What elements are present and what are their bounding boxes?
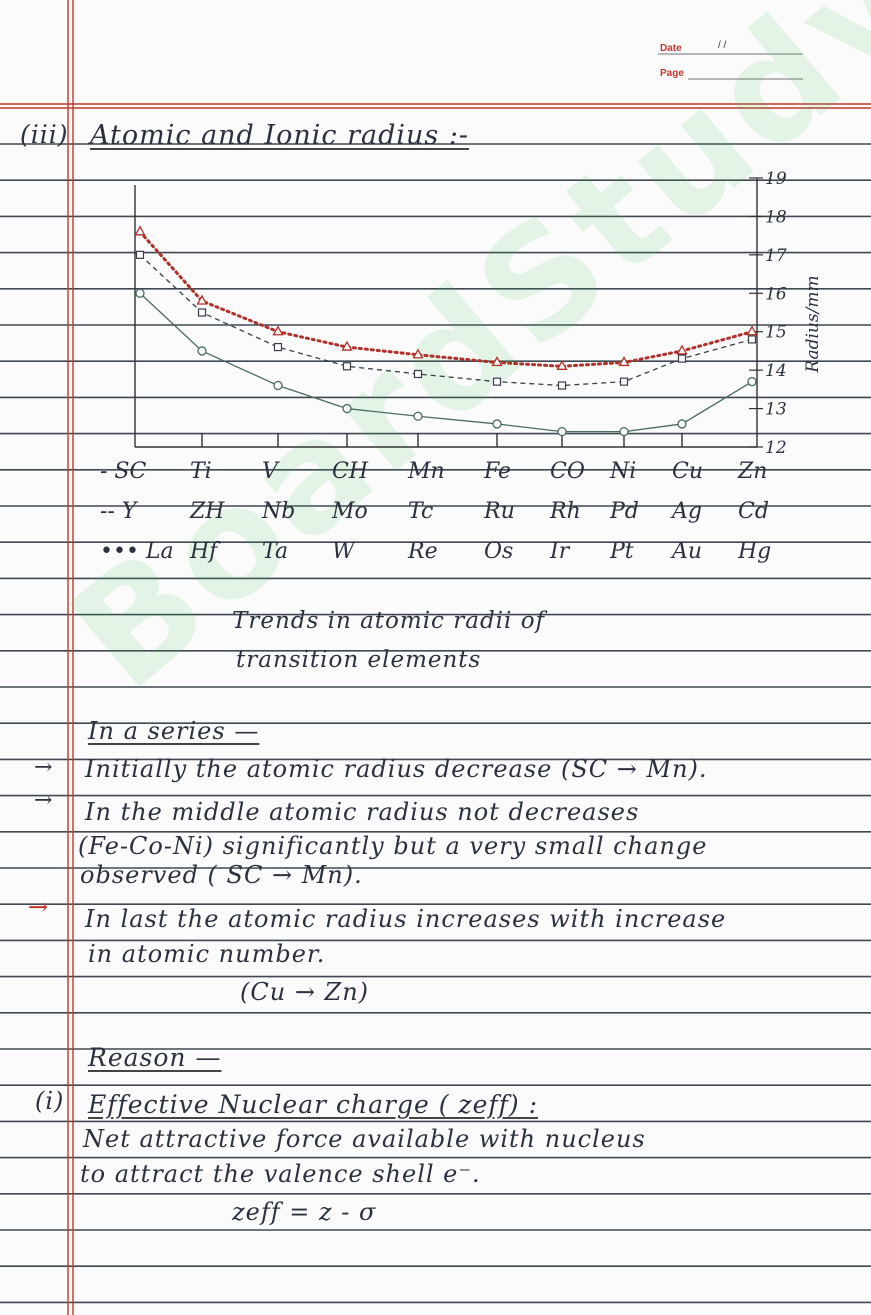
data-point (135, 288, 145, 298)
arrow-icon: → (34, 788, 54, 813)
data-point (413, 369, 423, 379)
x-tick-label: Cd (738, 499, 769, 524)
arrow-icon: → (28, 893, 50, 921)
reason-title: Reason — (88, 1043, 222, 1072)
point-3-line-3: (Cu → Zn) (240, 978, 370, 1006)
x-tick-label: Ru (483, 499, 515, 524)
x-tick-label: Pd (609, 499, 639, 524)
data-point (413, 411, 423, 421)
heading-number: (iii) (20, 120, 69, 149)
data-point (134, 225, 146, 236)
data-point (677, 354, 687, 363)
y-tick-label: 18 (765, 207, 787, 227)
chart-caption-line-1: Trends in atomic radii of (232, 608, 546, 634)
data-point (747, 377, 757, 387)
x-tick-label: ••• La (100, 539, 174, 564)
data-point (619, 426, 629, 437)
data-point (677, 419, 687, 429)
data-point (556, 359, 568, 370)
chart-caption-line-2: transition elements (236, 647, 482, 673)
x-tick-label: W (332, 539, 357, 564)
x-tick-label: Ni (609, 459, 636, 484)
x-tick-label: ZH (189, 499, 225, 524)
point-2-line-1: In the middle atomic radius not decrease… (85, 798, 640, 826)
x-tick-label: Ag (670, 499, 702, 524)
date-slashes: / / (718, 40, 727, 51)
page-label: Page (660, 68, 684, 79)
y-tick-label: 19 (765, 169, 787, 189)
x-tick-label: Ir (549, 539, 571, 564)
x-tick-label: Nb (261, 499, 295, 524)
x-tick-label: Ti (190, 459, 212, 484)
series-line (138, 230, 754, 368)
x-tick-label: Hf (189, 539, 221, 564)
reason-item-title: Effective Nuclear charge ( zeff) : (88, 1090, 539, 1119)
data-point (196, 294, 208, 305)
reason-item-number: (i) (35, 1087, 65, 1115)
x-tick-label: Au (670, 539, 702, 564)
point-1-line-1: Initially the atomic radius decrease (SC… (85, 755, 708, 783)
data-point (273, 342, 283, 352)
x-tick-label: Hg (737, 539, 771, 564)
data-point (342, 403, 352, 414)
x-tick-label: Fe (483, 459, 511, 484)
x-tick-label: Os (484, 539, 513, 564)
point-3-line-1: In last the atomic radius increases with… (85, 905, 727, 933)
y-tick-label: 16 (765, 284, 787, 304)
data-point (197, 346, 207, 356)
x-tick-label: CH (332, 459, 369, 484)
atomic-radius-chart: 12 13 14 15 16 17 18 19 Radius/mm - SC Ti V CH Mn Fe CO… (100, 169, 823, 564)
data-point (676, 344, 688, 355)
definition-line-1: Net attractive force available with nucl… (83, 1125, 646, 1153)
data-point (135, 250, 145, 259)
x-tick-label: - SC (100, 459, 146, 484)
data-point (557, 381, 567, 390)
x-tick-label: V (262, 459, 280, 484)
x-tick-label: Pt (609, 539, 634, 564)
definition-line-2: to attract the valence shell e⁻. (80, 1160, 481, 1188)
x-tick-label: Tc (408, 499, 433, 524)
data-point (492, 419, 502, 429)
x-tick-label: Cu (672, 459, 703, 484)
series-title: In a series — (88, 717, 260, 745)
y-tick-label: 12 (765, 438, 787, 458)
series-line (139, 292, 753, 433)
data-point (557, 426, 567, 437)
page-title: Atomic and Ionic radius :- (90, 120, 470, 151)
date-label: Date (660, 43, 682, 54)
data-point (492, 377, 502, 386)
x-tick-label: Zn (737, 459, 767, 484)
data-point (618, 356, 630, 367)
series-line (139, 254, 753, 387)
y-tick-label: 15 (765, 323, 787, 343)
formula: zeff = z - σ (232, 1198, 377, 1226)
data-point (197, 308, 207, 317)
y-tick-label: 14 (765, 361, 787, 381)
y-tick-label: 17 (765, 246, 787, 266)
x-tick-label: Ta (262, 539, 288, 564)
data-point (619, 377, 629, 386)
x-tick-label: Re (407, 539, 438, 564)
x-tick-label: Mn (407, 459, 445, 484)
data-point (746, 325, 758, 336)
x-tick-label: Mo (331, 499, 368, 524)
data-point (272, 325, 284, 336)
data-point (412, 348, 424, 359)
arrow-icon: → (34, 755, 54, 780)
data-point (342, 362, 352, 371)
x-tick-label: -- Y (100, 499, 139, 524)
point-2-line-3: observed ( SC → Mn). (80, 861, 363, 889)
point-2-line-2: (Fe-Co-Ni) significantly but a very smal… (78, 832, 708, 860)
data-point (747, 335, 757, 344)
point-3-line-2: in atomic number. (88, 940, 326, 968)
x-tick-label: Rh (549, 499, 581, 524)
data-point (491, 356, 503, 367)
y-axis-label: Radius/mm (803, 275, 823, 373)
data-point (273, 380, 283, 391)
y-tick-label: 13 (765, 400, 787, 420)
x-tick-label: CO (550, 459, 585, 484)
data-point (341, 340, 353, 351)
